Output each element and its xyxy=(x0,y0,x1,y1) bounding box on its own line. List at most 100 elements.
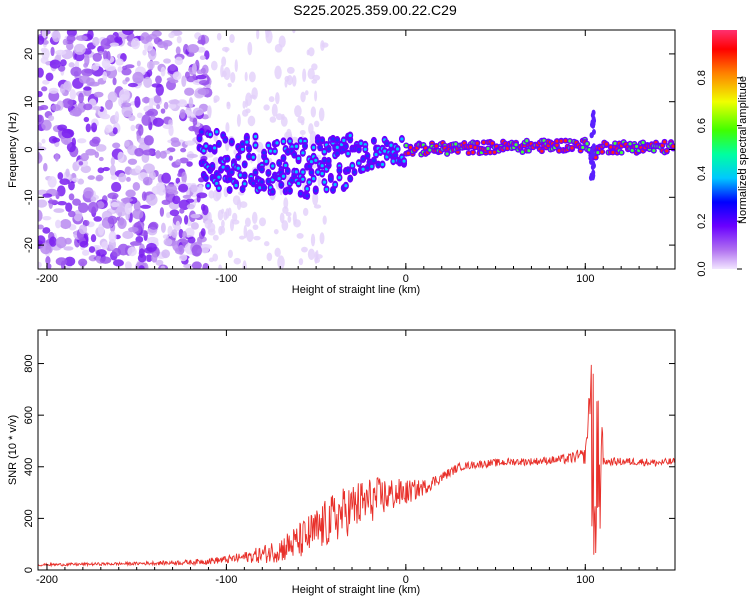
ridge-core xyxy=(630,148,634,153)
heatmap-blob xyxy=(166,212,171,219)
ridge-core xyxy=(486,146,490,151)
heatmap-blob xyxy=(124,140,130,147)
heatmap-blob xyxy=(168,103,177,109)
heatmap-blob xyxy=(77,138,87,144)
heatmap-blob xyxy=(218,264,223,269)
ridge-core xyxy=(370,164,374,169)
heatmap-blob xyxy=(55,49,67,56)
ridge-core xyxy=(641,140,645,145)
ridge-core xyxy=(271,190,275,194)
heatmap-blob xyxy=(172,195,181,205)
heatmap-blob xyxy=(162,234,169,239)
ridge-core xyxy=(557,149,561,153)
ridge-core xyxy=(594,155,598,160)
heatmap-blob xyxy=(314,90,318,102)
ridge-core xyxy=(230,140,234,144)
ridge-core xyxy=(217,175,221,179)
heatmap-blob xyxy=(280,116,288,127)
heatmap-blob xyxy=(85,123,91,133)
top-y-tick-label: 0 xyxy=(23,146,35,152)
ridge-core xyxy=(344,184,348,188)
heatmap-blob xyxy=(231,219,240,225)
ridge-core xyxy=(318,145,322,150)
ridge-spike xyxy=(590,112,595,119)
heatmap-blob xyxy=(271,103,278,117)
ridge-core xyxy=(236,166,240,170)
heatmap-blob xyxy=(179,108,186,120)
heatmap-blob xyxy=(298,258,304,266)
heatmap-blob xyxy=(188,97,194,109)
ridge-core xyxy=(322,158,326,163)
top-y-tick-label: 10 xyxy=(23,96,35,108)
heatmap-blob xyxy=(181,75,187,88)
heatmap-blob xyxy=(143,41,154,52)
ridge-core xyxy=(260,167,264,172)
ridge-core xyxy=(374,152,378,157)
ridge-core xyxy=(240,187,245,191)
heatmap-blob xyxy=(175,46,181,55)
heatmap-blob xyxy=(163,42,169,51)
heatmap-blob xyxy=(233,149,237,155)
heatmap-blob xyxy=(121,102,132,108)
heatmap-blob xyxy=(80,153,89,162)
heatmap-blob xyxy=(168,155,173,161)
ridge-core xyxy=(251,181,255,185)
ridge-core xyxy=(385,155,389,159)
bottom-y-tick-label: 400 xyxy=(23,458,35,476)
heatmap-blob xyxy=(169,209,180,217)
heatmap-blob xyxy=(187,236,196,244)
top-x-tick-label: 100 xyxy=(576,273,594,285)
ridge-core xyxy=(286,150,290,154)
ridge-core xyxy=(299,139,303,143)
heatmap-blob xyxy=(124,261,132,269)
heatmap-blob xyxy=(186,203,195,210)
ridge-core xyxy=(406,151,410,155)
heatmap-blob xyxy=(155,75,162,84)
heatmap-blob xyxy=(53,208,65,213)
heatmap-blob xyxy=(160,66,166,77)
heatmap-blob xyxy=(207,211,212,223)
heatmap-blob xyxy=(38,106,44,111)
heatmap-blob xyxy=(66,142,76,153)
heatmap-blob xyxy=(176,35,182,44)
heatmap-blob xyxy=(41,138,46,144)
bottom-x-axis-label: Height of straight line (km) xyxy=(292,584,420,596)
heatmap-blob xyxy=(197,39,206,45)
heatmap-blob xyxy=(38,153,43,164)
heatmap-blob xyxy=(212,234,219,241)
ridge-core xyxy=(215,181,219,186)
heatmap-blob xyxy=(109,164,116,177)
top-x-tick-label: 0 xyxy=(403,273,409,285)
heatmap-blob xyxy=(226,101,231,107)
colorbar-tick-label: 0.2 xyxy=(696,214,708,229)
heatmap-blob xyxy=(160,222,166,234)
ridge-core xyxy=(488,150,492,154)
heatmap-blob xyxy=(321,42,329,48)
heatmap-blob xyxy=(125,77,130,82)
heatmap-blob xyxy=(169,79,179,84)
heatmap-blob xyxy=(88,81,100,87)
heatmap-blob xyxy=(182,194,191,199)
ridge-core xyxy=(247,154,251,159)
heatmap-blob xyxy=(175,159,182,166)
ridge-core xyxy=(294,170,298,174)
heatmap-blob xyxy=(174,56,184,66)
ridge-core xyxy=(342,138,346,142)
bottom-y-tick-label: 600 xyxy=(23,406,35,424)
heatmap-blob xyxy=(112,127,118,135)
heatmap-blob xyxy=(42,79,50,85)
ridge-core xyxy=(253,170,258,175)
ridge-core xyxy=(294,144,298,148)
heatmap-blob xyxy=(83,62,89,68)
heatmap-blob xyxy=(132,182,141,191)
heatmap-blob xyxy=(95,144,107,152)
heatmap-blob xyxy=(299,130,306,136)
heatmap-blob xyxy=(40,47,47,53)
ridge-core xyxy=(525,139,529,143)
ridge-core xyxy=(585,142,589,146)
ridge-core xyxy=(471,150,475,154)
ridge-core xyxy=(217,142,221,146)
heatmap-blob xyxy=(274,43,283,53)
heatmap-blob xyxy=(312,191,319,206)
ridge-core xyxy=(346,152,350,156)
